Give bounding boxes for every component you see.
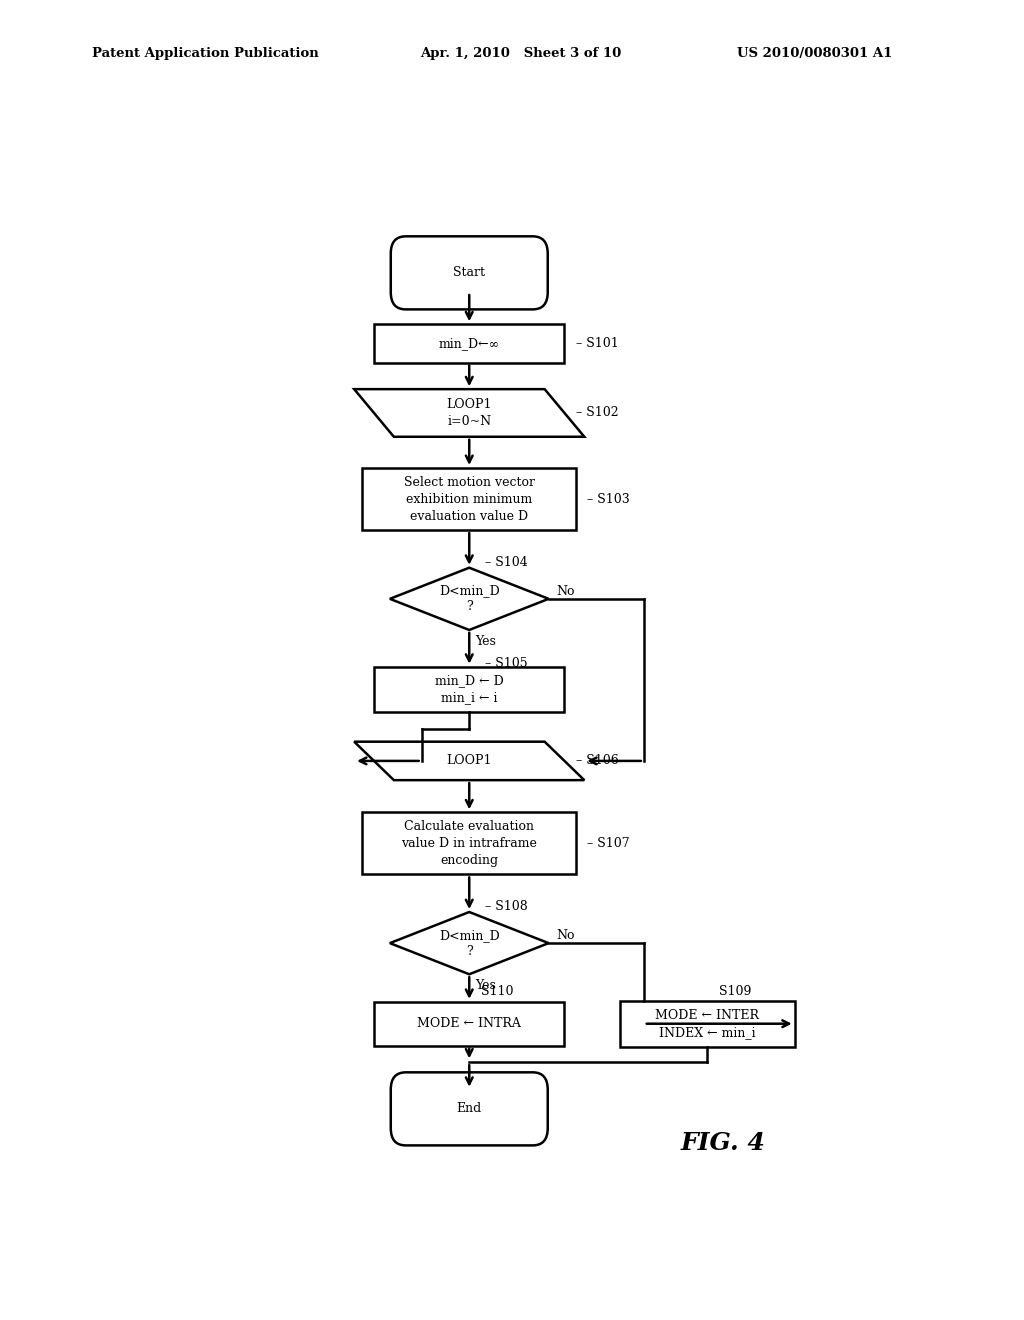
Text: S109: S109 (719, 985, 752, 998)
Text: No: No (557, 929, 575, 942)
Polygon shape (354, 389, 585, 437)
Polygon shape (390, 912, 549, 974)
Text: – S101: – S101 (577, 337, 620, 350)
Text: LOOP1: LOOP1 (446, 755, 492, 767)
Polygon shape (354, 742, 585, 780)
Text: Calculate evaluation
value D in intraframe
encoding: Calculate evaluation value D in intrafra… (401, 820, 538, 867)
Text: LOOP1
i=0~N: LOOP1 i=0~N (446, 397, 492, 428)
Text: D<min_D
?: D<min_D ? (439, 585, 500, 614)
Text: Select motion vector
exhibition minimum
evaluation value D: Select motion vector exhibition minimum … (403, 475, 535, 523)
Text: No: No (557, 585, 575, 598)
Text: – S107: – S107 (587, 837, 630, 850)
Text: – S105: – S105 (485, 657, 527, 671)
Text: – S102: – S102 (577, 407, 620, 420)
Bar (374, 667, 564, 713)
Text: Apr. 1, 2010   Sheet 3 of 10: Apr. 1, 2010 Sheet 3 of 10 (420, 46, 622, 59)
Polygon shape (390, 568, 549, 630)
Text: US 2010/0080301 A1: US 2010/0080301 A1 (737, 46, 893, 59)
Text: FIG. 4: FIG. 4 (681, 1131, 766, 1155)
Text: min_D ← D
min_i ← i: min_D ← D min_i ← i (435, 675, 504, 705)
Text: MODE ← INTRA: MODE ← INTRA (418, 1018, 521, 1030)
FancyBboxPatch shape (391, 1072, 548, 1146)
Text: S110: S110 (481, 985, 514, 998)
Bar (362, 467, 577, 531)
Text: End: End (457, 1102, 482, 1115)
Text: Yes: Yes (475, 635, 497, 648)
Text: MODE ← INTER
INDEX ← min_i: MODE ← INTER INDEX ← min_i (655, 1008, 760, 1039)
Text: D<min_D
?: D<min_D ? (439, 929, 500, 957)
Text: Patent Application Publication: Patent Application Publication (92, 46, 318, 59)
Text: – S108: – S108 (485, 900, 527, 913)
Text: – S103: – S103 (587, 492, 630, 506)
Text: – S106: – S106 (577, 755, 620, 767)
Bar (362, 812, 577, 874)
Text: min_D←∞: min_D←∞ (438, 337, 500, 350)
Text: Yes: Yes (475, 979, 497, 991)
Bar (374, 325, 564, 363)
Text: – S104: – S104 (485, 556, 527, 569)
FancyBboxPatch shape (391, 236, 548, 309)
Text: Start: Start (454, 267, 485, 280)
Bar (620, 1001, 795, 1047)
Bar (374, 1002, 564, 1045)
